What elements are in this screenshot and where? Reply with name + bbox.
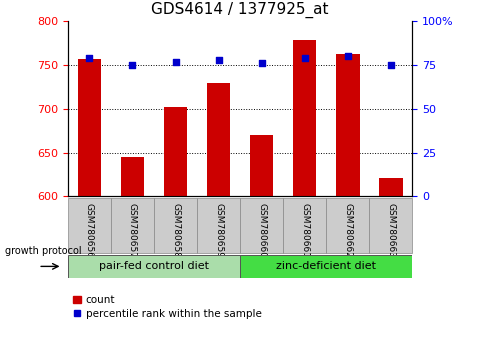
Text: GSM780660: GSM780660 <box>257 202 266 258</box>
Bar <box>68 255 240 278</box>
Point <box>171 59 179 64</box>
Bar <box>249 135 273 196</box>
Text: GSM780661: GSM780661 <box>300 202 308 258</box>
Bar <box>325 198 368 253</box>
Bar <box>153 198 197 253</box>
Bar <box>206 82 230 196</box>
Bar <box>197 198 240 253</box>
Point <box>128 62 136 68</box>
Text: GSM780657: GSM780657 <box>128 202 136 258</box>
Bar <box>111 198 153 253</box>
Bar <box>240 198 283 253</box>
Text: growth protocol: growth protocol <box>5 246 81 256</box>
Bar <box>240 255 411 278</box>
Bar <box>283 198 325 253</box>
Text: GSM780656: GSM780656 <box>85 202 94 258</box>
Point <box>257 61 265 66</box>
Bar <box>368 198 411 253</box>
Text: GSM780663: GSM780663 <box>385 202 394 258</box>
Bar <box>163 107 187 196</box>
Legend: count, percentile rank within the sample: count, percentile rank within the sample <box>73 296 261 319</box>
Bar <box>77 59 101 196</box>
Text: GSM780662: GSM780662 <box>343 202 351 257</box>
Bar <box>335 54 359 196</box>
Point <box>300 55 308 61</box>
Bar <box>378 178 402 196</box>
Text: pair-fed control diet: pair-fed control diet <box>99 261 209 272</box>
Point <box>343 53 351 59</box>
Title: GDS4614 / 1377925_at: GDS4614 / 1377925_at <box>151 2 328 18</box>
Text: GSM780659: GSM780659 <box>213 202 223 258</box>
Point <box>386 62 394 68</box>
Text: zinc-deficient diet: zinc-deficient diet <box>275 261 376 272</box>
Bar <box>292 40 316 196</box>
Point <box>214 57 222 63</box>
Bar <box>68 198 111 253</box>
Text: GSM780658: GSM780658 <box>171 202 180 258</box>
Bar <box>121 157 144 196</box>
Point <box>85 55 93 61</box>
